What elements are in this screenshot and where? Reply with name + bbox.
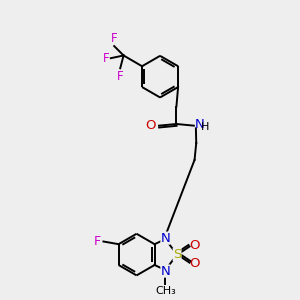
Text: F: F xyxy=(117,70,124,83)
Text: N: N xyxy=(160,265,170,278)
Text: S: S xyxy=(173,248,181,261)
Text: H: H xyxy=(201,122,210,132)
Text: N: N xyxy=(195,118,205,131)
Text: O: O xyxy=(146,119,156,132)
Text: F: F xyxy=(103,52,109,65)
Text: O: O xyxy=(189,239,200,252)
Text: N: N xyxy=(160,232,170,244)
Text: CH₃: CH₃ xyxy=(155,286,176,296)
Text: O: O xyxy=(189,257,200,271)
Text: F: F xyxy=(110,32,117,45)
Text: F: F xyxy=(94,235,101,248)
